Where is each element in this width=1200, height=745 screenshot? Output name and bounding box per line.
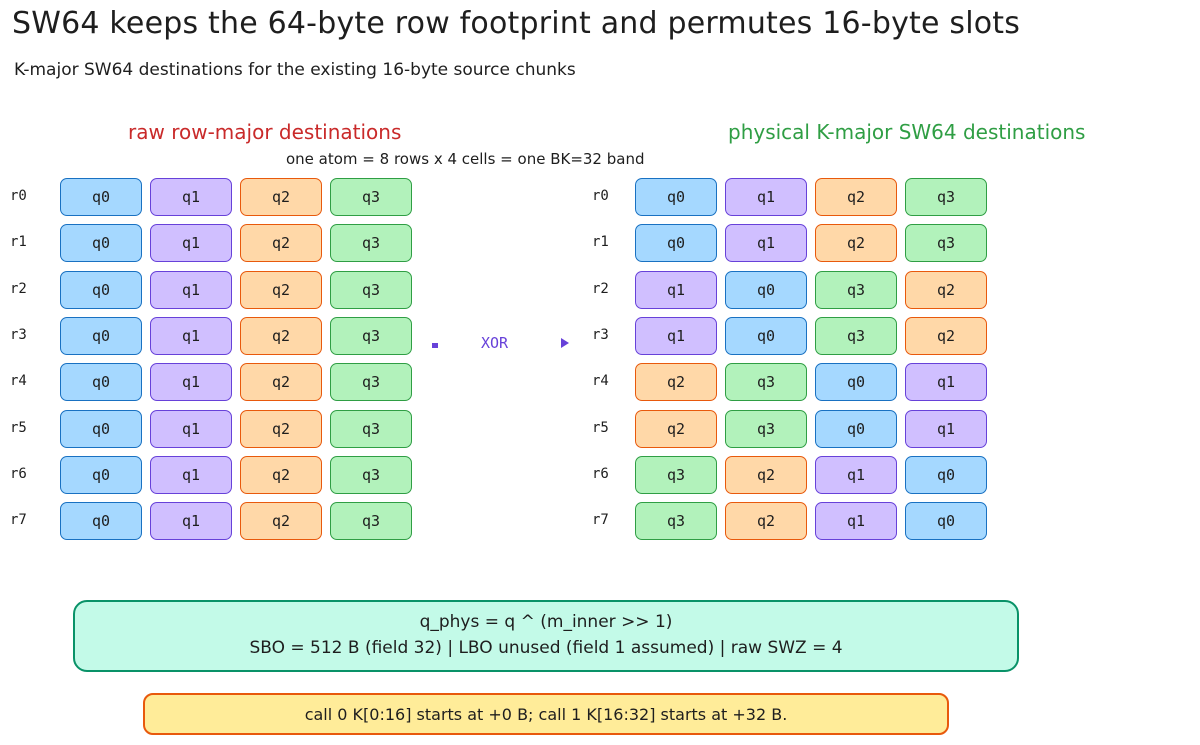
right-grid-row-label: r3: [592, 326, 609, 343]
left-grid-cell: q0: [60, 409, 142, 448]
left-grid-cell: q1: [150, 270, 232, 309]
left-grid-row-label: r1: [10, 234, 27, 251]
call-note: call 0 K[0:16] starts at +0 B; call 1 K[…: [304, 704, 788, 724]
call-note-box: call 0 K[0:16] starts at +0 B; call 1 K[…: [143, 693, 949, 735]
right-grid-cell: q0: [815, 409, 897, 448]
xor-arrow-head: [561, 338, 569, 348]
right-grid-cell: q1: [815, 455, 897, 494]
right-grid-cell: q2: [635, 409, 717, 448]
left-grid-cell: q3: [330, 316, 412, 355]
right-grid-row-label: r7: [592, 512, 609, 529]
left-grid-cell: q3: [330, 502, 412, 541]
right-grid-cell: q2: [815, 178, 897, 216]
right-grid-row-label: r1: [592, 234, 609, 251]
left-grid-cell: q3: [330, 455, 412, 494]
right-grid-cell: q0: [905, 502, 987, 541]
left-grid-row-label: r0: [10, 188, 27, 204]
left-grid-cell: q0: [60, 178, 142, 216]
formula-box: q_phys = q ^ (m_inner >> 1) SBO = 512 B …: [73, 600, 1019, 672]
left-grid-cell: q2: [240, 363, 322, 402]
left-grid-cell: q1: [150, 409, 232, 448]
right-grid-cell: q3: [725, 363, 807, 402]
left-grid-cell: q2: [240, 224, 322, 263]
left-grid-cell: q2: [240, 409, 322, 448]
right-grid-cell: q3: [905, 224, 987, 263]
right-grid-cell: q3: [815, 270, 897, 309]
right-grid-cell: q1: [635, 316, 717, 355]
left-grid-row-label: r6: [10, 465, 27, 482]
page-subtitle: K-major SW64 destinations for the existi…: [14, 60, 576, 80]
right-grid-cell: q2: [905, 316, 987, 355]
left-grid-cell: q0: [60, 502, 142, 541]
right-grid-cell: q1: [815, 502, 897, 541]
right-grid-cell: q2: [725, 455, 807, 494]
left-grid-cell: q2: [240, 316, 322, 355]
left-grid-cell: q3: [330, 224, 412, 263]
left-grid-row-label: r3: [10, 326, 27, 343]
right-grid-cell: q2: [905, 270, 987, 309]
right-grid-cell: q3: [635, 455, 717, 494]
right-grid-row-label: r2: [592, 280, 609, 297]
right-grid-cell: q0: [635, 224, 717, 263]
xor-arrow-tail: [432, 343, 438, 348]
right-grid-cell: q3: [815, 316, 897, 355]
right-grid-cell: q3: [905, 178, 987, 216]
right-grid-row-label: r5: [592, 419, 609, 436]
left-grid-cell: q0: [60, 455, 142, 494]
xor-label: XOR: [481, 334, 509, 352]
left-grid-cell: q2: [240, 178, 322, 216]
right-grid-cell: q0: [905, 455, 987, 494]
right-grid-heading: physical K-major SW64 destinations: [728, 120, 1086, 144]
right-grid-cell: q0: [725, 270, 807, 309]
left-grid-row-label: r5: [10, 419, 27, 436]
right-grid-cell: q0: [725, 316, 807, 355]
right-grid-cell: q0: [815, 363, 897, 402]
left-grid-cell: q1: [150, 178, 232, 216]
left-grid-cell: q1: [150, 316, 232, 355]
right-grid-cell: q3: [635, 502, 717, 541]
left-grid-cell: q0: [60, 363, 142, 402]
left-grid-cell: q2: [240, 502, 322, 541]
left-grid-cell: q1: [150, 224, 232, 263]
left-grid-cell: q1: [150, 363, 232, 402]
atom-note: one atom = 8 rows x 4 cells = one BK=32 …: [286, 150, 645, 168]
left-grid-cell: q1: [150, 502, 232, 541]
right-grid-cell: q2: [815, 224, 897, 263]
right-grid-cell: q1: [905, 409, 987, 448]
formula-line-2: SBO = 512 B (field 32) | LBO unused (fie…: [249, 638, 843, 658]
left-grid-cell: q1: [150, 455, 232, 494]
right-grid-row-label: r4: [592, 373, 609, 390]
left-grid-cell: q3: [330, 178, 412, 216]
left-grid-cell: q0: [60, 224, 142, 263]
left-grid-cell: q3: [330, 409, 412, 448]
left-grid-heading: raw row-major destinations: [128, 120, 402, 144]
left-grid-row-label: r2: [10, 280, 27, 297]
right-grid-cell: q1: [725, 224, 807, 263]
left-grid-cell: q3: [330, 363, 412, 402]
right-grid-row-label: r6: [592, 465, 609, 482]
left-grid-row-label: r4: [10, 373, 27, 390]
left-grid-cell: q3: [330, 270, 412, 309]
page-title: SW64 keeps the 64-byte row footprint and…: [12, 6, 1021, 41]
right-grid-cell: q1: [905, 363, 987, 402]
left-grid-cell: q0: [60, 316, 142, 355]
right-grid-cell: q2: [725, 502, 807, 541]
right-grid-cell: q3: [725, 409, 807, 448]
right-grid-cell: q2: [635, 363, 717, 402]
formula-line-1: q_phys = q ^ (m_inner >> 1): [419, 612, 673, 632]
right-grid-cell: q0: [635, 178, 717, 216]
left-grid-row-label: r7: [10, 512, 27, 529]
right-grid-cell: q1: [635, 270, 717, 309]
left-grid-cell: q2: [240, 455, 322, 494]
right-grid-cell: q1: [725, 178, 807, 216]
left-grid-cell: q2: [240, 270, 322, 309]
left-grid-cell: q0: [60, 270, 142, 309]
right-grid-row-label: r0: [592, 188, 609, 204]
